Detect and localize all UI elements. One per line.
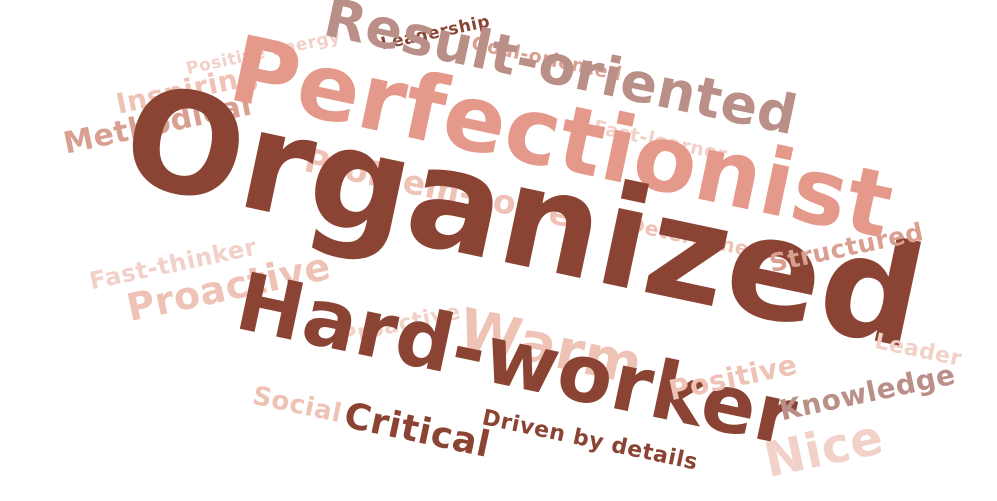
word-social: Social	[249, 380, 345, 430]
word-critical: Critical	[340, 395, 494, 466]
